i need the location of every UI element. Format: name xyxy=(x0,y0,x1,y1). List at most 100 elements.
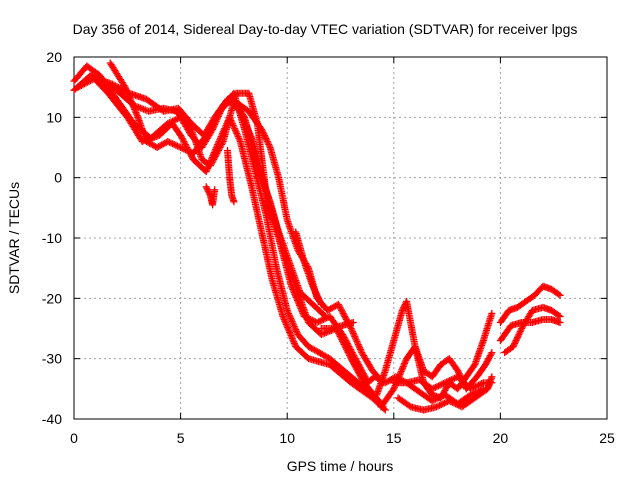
data-point xyxy=(516,329,524,337)
data-point xyxy=(214,147,222,155)
data-point xyxy=(237,109,245,117)
data-point xyxy=(351,355,359,363)
data-point xyxy=(303,314,311,322)
data-point xyxy=(475,387,483,395)
data-point xyxy=(133,110,141,118)
data-point xyxy=(233,129,241,137)
data-point xyxy=(347,346,355,354)
data-point xyxy=(488,349,496,357)
data-point xyxy=(136,104,144,112)
data-point xyxy=(111,82,119,90)
data-point xyxy=(280,314,288,322)
data-point xyxy=(204,187,212,195)
data-point xyxy=(436,381,444,389)
data-point xyxy=(287,316,295,324)
data-point xyxy=(342,315,350,323)
y-axis-label: SDTVAR / TECUs xyxy=(6,182,22,294)
data-point xyxy=(164,137,172,145)
data-point xyxy=(359,368,367,376)
data-point xyxy=(357,347,365,355)
data-point xyxy=(284,308,292,316)
data-point xyxy=(265,140,273,148)
data-point xyxy=(116,84,124,92)
data-point xyxy=(433,383,441,391)
data-point xyxy=(285,310,293,318)
data-point xyxy=(264,139,272,147)
data-point xyxy=(343,340,351,348)
data-point xyxy=(115,83,123,91)
data-point xyxy=(286,328,294,336)
data-point xyxy=(336,303,344,311)
data-point xyxy=(482,359,490,367)
data-point xyxy=(177,144,185,151)
data-point xyxy=(360,371,368,379)
y-tick-label: -20 xyxy=(42,290,62,306)
data-point xyxy=(76,82,84,90)
data-point xyxy=(202,168,210,176)
data-point xyxy=(246,131,254,139)
data-point xyxy=(300,312,308,320)
data-point xyxy=(405,402,413,410)
data-point xyxy=(446,377,454,385)
data-point xyxy=(339,331,347,339)
series-track-14 xyxy=(501,303,564,357)
data-point xyxy=(485,353,493,361)
data-point xyxy=(314,294,322,302)
data-point xyxy=(344,341,352,349)
data-point xyxy=(316,317,324,325)
data-point xyxy=(79,81,87,89)
data-point xyxy=(513,335,521,343)
data-point xyxy=(239,114,247,122)
data-point xyxy=(399,364,407,372)
data-point xyxy=(339,332,347,340)
data-point xyxy=(513,334,521,342)
data-point xyxy=(320,311,328,319)
data-point xyxy=(338,308,346,316)
data-point xyxy=(77,82,85,90)
data-point xyxy=(248,136,256,144)
series-track-12 xyxy=(496,282,564,326)
data-point xyxy=(292,292,300,300)
data-point xyxy=(204,186,212,194)
data-point xyxy=(398,366,406,374)
data-point xyxy=(217,142,225,150)
data-point xyxy=(346,344,354,352)
data-point xyxy=(281,317,289,325)
data-point xyxy=(470,389,478,397)
data-point xyxy=(293,295,301,303)
data-point xyxy=(475,381,483,389)
data-point xyxy=(248,134,256,142)
data-point xyxy=(243,123,251,131)
data-point xyxy=(288,335,296,343)
data-point xyxy=(82,79,90,87)
data-point xyxy=(488,309,496,317)
data-point xyxy=(232,128,240,136)
x-tick-label: 25 xyxy=(599,430,615,446)
data-point xyxy=(88,76,96,84)
data-point xyxy=(231,125,239,133)
data-point xyxy=(298,308,306,316)
data-point xyxy=(309,284,317,292)
y-tick-label: 10 xyxy=(46,109,62,125)
series-track-17 xyxy=(292,228,325,308)
data-point xyxy=(167,139,175,147)
data-point xyxy=(473,382,481,390)
data-point xyxy=(170,140,178,148)
data-point xyxy=(288,284,296,292)
x-tick-labels: 0 5 10 15 20 25 xyxy=(70,430,615,446)
data-point xyxy=(262,134,270,142)
data-point xyxy=(292,327,300,335)
data-point xyxy=(218,140,226,148)
data-point xyxy=(313,291,321,299)
data-point xyxy=(354,339,362,347)
data-point xyxy=(287,282,295,290)
data-point xyxy=(347,347,355,355)
data-point xyxy=(235,134,243,142)
data-point xyxy=(350,352,358,360)
data-point xyxy=(348,326,356,334)
series-track-16 xyxy=(224,147,238,206)
data-point xyxy=(236,136,244,144)
data-point xyxy=(236,107,244,115)
data-point xyxy=(471,389,479,397)
data-point xyxy=(131,102,139,110)
